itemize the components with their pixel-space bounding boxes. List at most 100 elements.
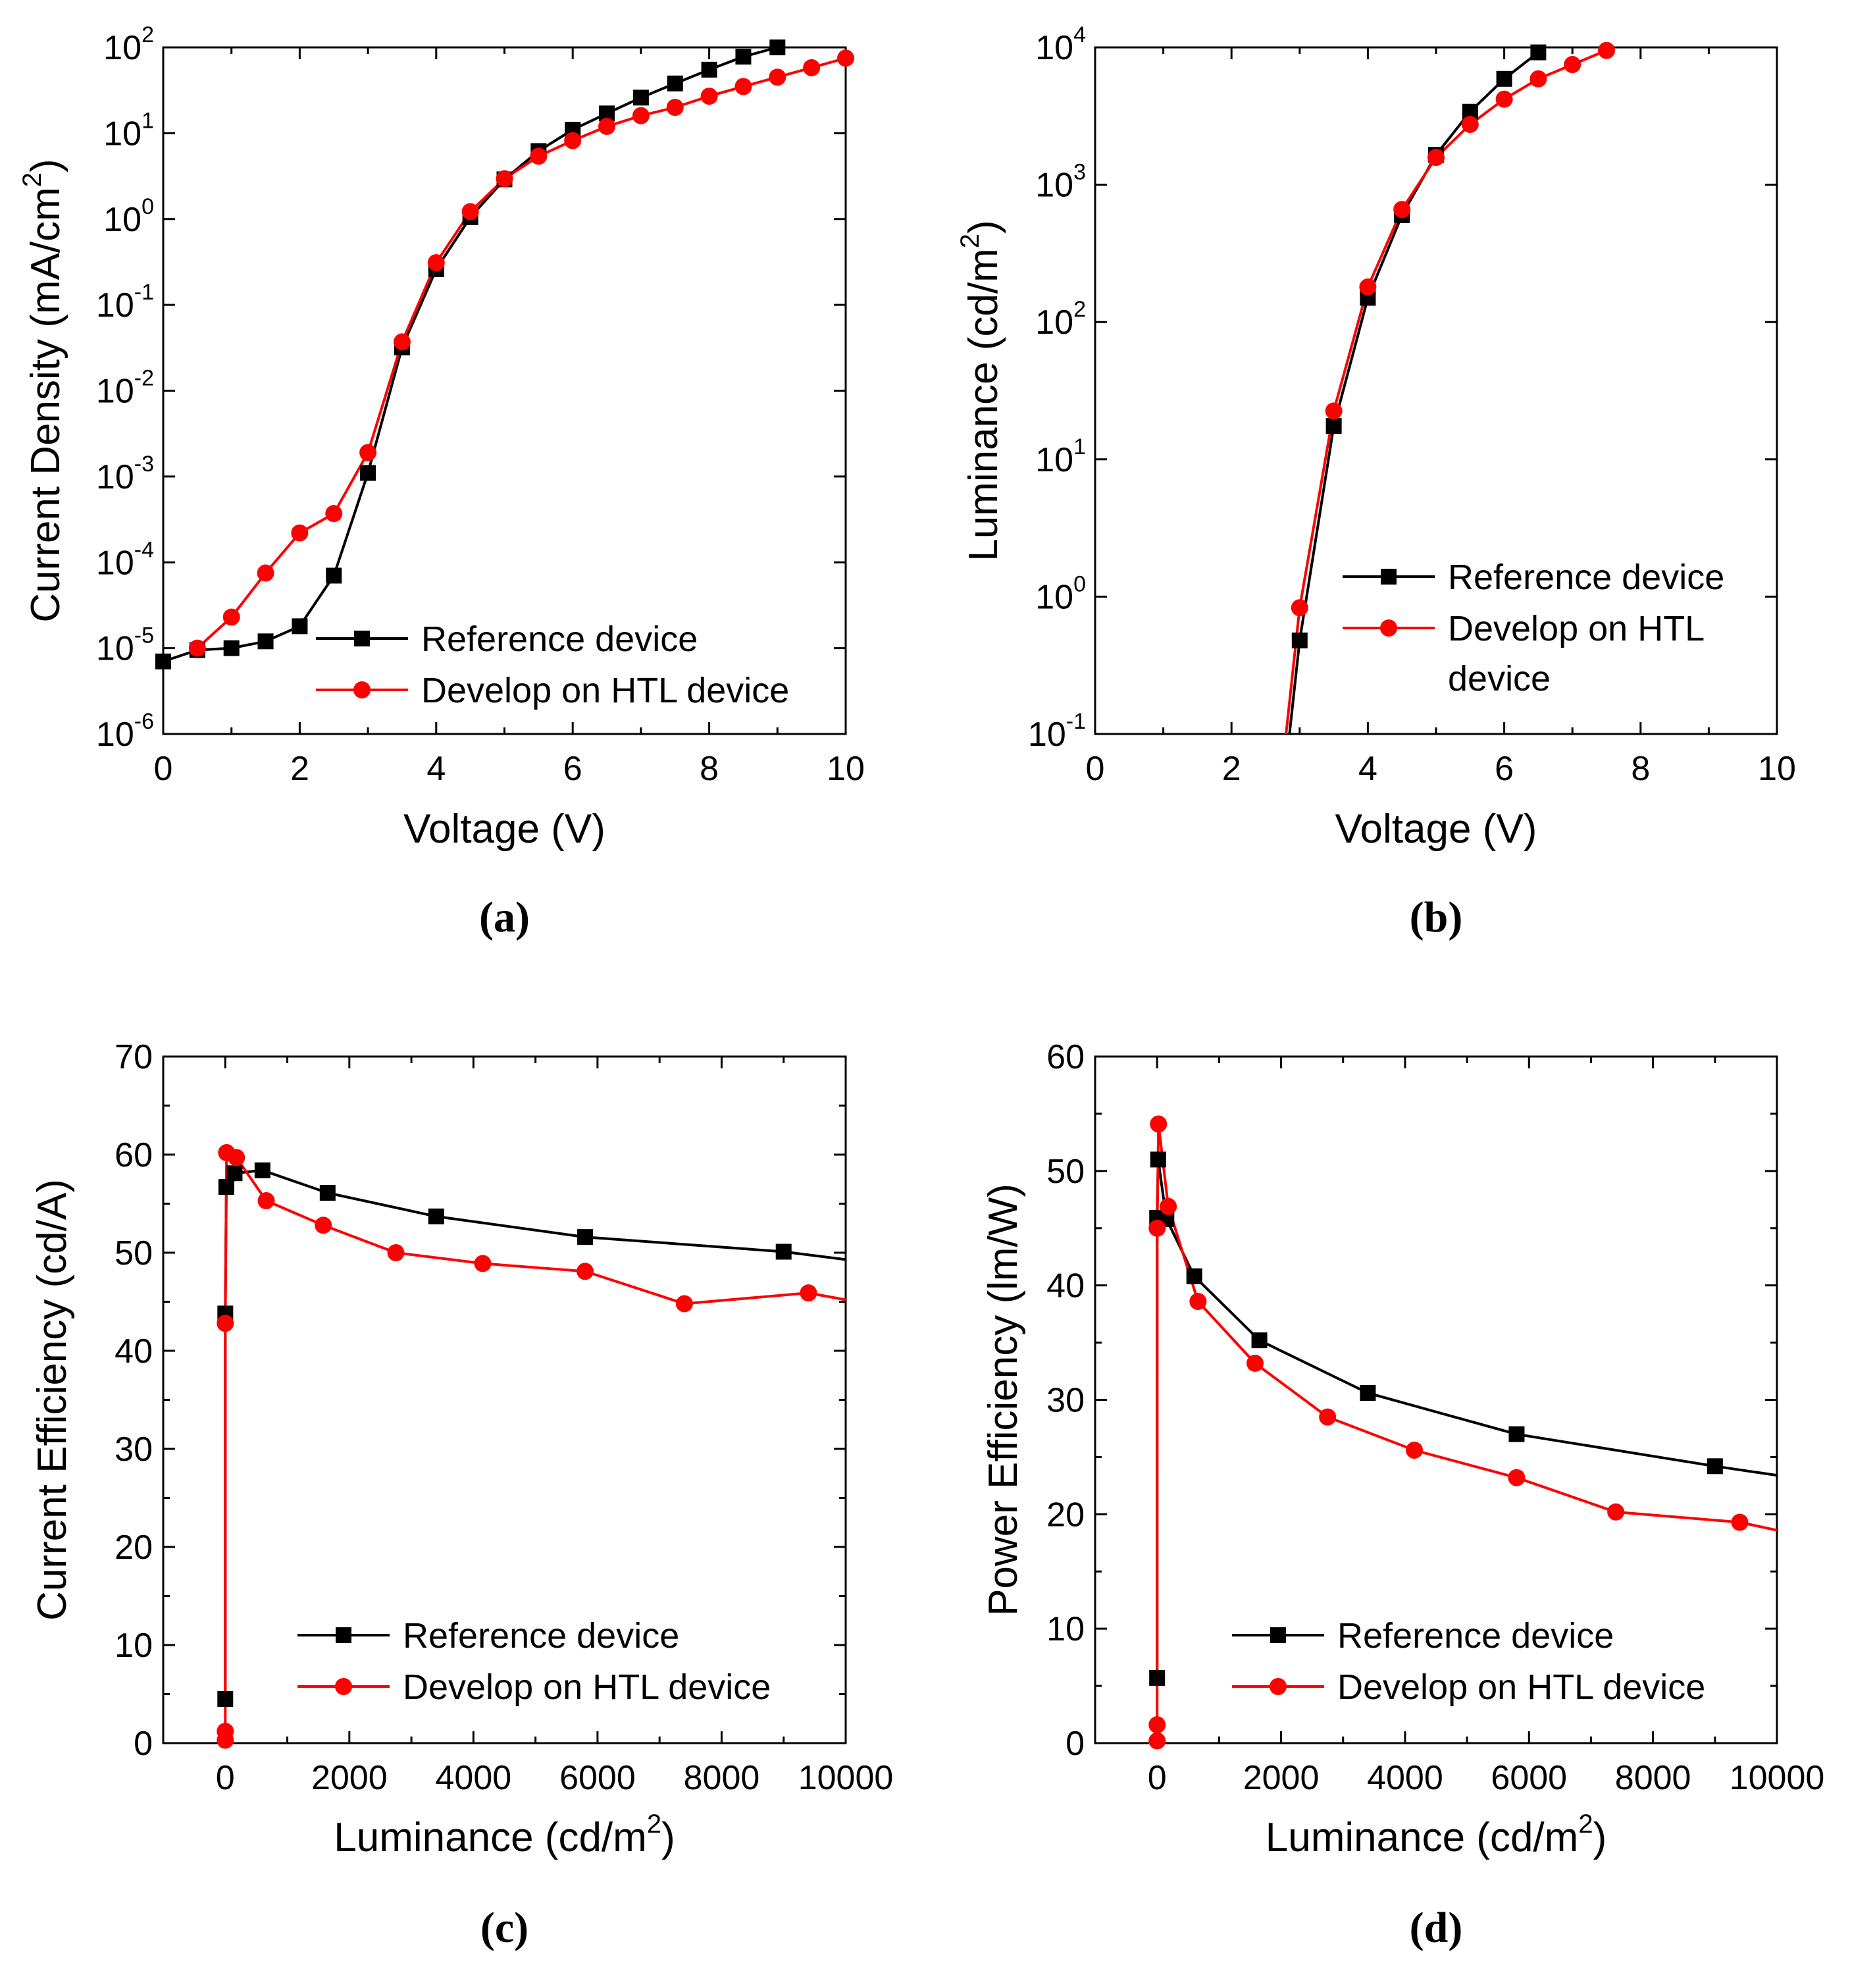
x-tick-label: 0	[1086, 750, 1105, 788]
data-point-develop	[1246, 1354, 1264, 1372]
x-tick-label: 8	[700, 750, 719, 788]
data-point-develop	[1508, 1469, 1526, 1486]
data-point-develop	[222, 608, 240, 626]
data-point-develop	[675, 1295, 693, 1313]
y-tick-label: 50	[1046, 1153, 1085, 1191]
y-tick-label: 103	[1035, 160, 1086, 205]
data-point-develop	[427, 254, 445, 272]
y-tick-label: 70	[115, 1038, 153, 1076]
legend-label: Reference device	[1448, 558, 1724, 597]
data-point-reference	[1325, 418, 1342, 434]
data-point-develop	[1291, 599, 1308, 617]
x-tick-label: 0	[1148, 1759, 1167, 1797]
data-point-develop	[474, 1255, 492, 1272]
x-axis-label: Voltage (V)	[1335, 806, 1537, 852]
x-tick-label: 4	[1358, 750, 1377, 788]
data-point-develop	[734, 78, 752, 95]
chart-panel-a: 0 2 4 6 8 10 10-6 10-5 10-4 10-3 10-2 10-1 100 101 102…	[18, 22, 865, 941]
data-point-reference	[632, 90, 649, 106]
data-point-develop	[1529, 70, 1547, 88]
data-point-reference	[319, 1185, 336, 1201]
data-point-develop	[598, 118, 616, 136]
data-point-develop	[1393, 201, 1411, 219]
legend-marker-circle	[335, 1678, 352, 1695]
data-point-develop	[1150, 1115, 1168, 1133]
chart-panel-d: 0 2000 4000 6000 8000 10000 0 10 20 30 40 50 60 Lumin…	[981, 1038, 1824, 1952]
data-point-reference	[1291, 632, 1308, 648]
data-point-develop	[1359, 278, 1377, 296]
x-tick-label: 10000	[1730, 1759, 1825, 1797]
x-tick-label: 10	[1758, 750, 1796, 788]
data-point-develop	[1148, 1219, 1166, 1237]
series-line-reference	[163, 47, 778, 663]
data-point-develop	[800, 1284, 817, 1302]
data-point-develop	[217, 1723, 234, 1740]
y-axis-label: Current Efficiency (cd/A)	[30, 1179, 75, 1621]
data-point-develop	[228, 1149, 245, 1166]
x-tick-label: 10	[827, 750, 865, 788]
y-tick-label: 40	[115, 1332, 153, 1371]
data-point-develop	[700, 88, 718, 105]
legend: Reference device Develop on HTL device	[1343, 558, 1724, 698]
data-point-reference	[577, 1229, 594, 1245]
x-tick-label: 4000	[1367, 1759, 1443, 1797]
data-point-reference	[701, 61, 717, 78]
y-tick-label: 104	[1035, 22, 1086, 67]
data-point-develop	[1461, 115, 1479, 133]
data-point-reference	[1150, 1151, 1166, 1168]
legend-label: device	[1448, 659, 1551, 698]
chart-panel-c: 0 2000 4000 6000 8000 10000 0 10 20 30 40 50 60 70 Lum…	[30, 1038, 893, 1952]
data-point-develop	[837, 49, 854, 67]
data-point-develop	[461, 203, 479, 221]
data-point-develop	[393, 333, 411, 351]
data-point-develop	[1406, 1441, 1424, 1459]
legend-marker-square	[354, 631, 370, 646]
data-point-develop	[1160, 1197, 1177, 1215]
data-point-reference	[155, 653, 171, 669]
y-tick-label: 100	[103, 194, 154, 239]
data-point-reference	[1360, 1385, 1376, 1401]
x-tick-label: 6000	[559, 1759, 636, 1797]
data-point-reference	[218, 1179, 234, 1195]
x-tick-label: 6	[1495, 750, 1514, 788]
y-tick-label: 101	[103, 108, 154, 153]
data-point-reference	[217, 1690, 234, 1707]
legend: Reference device Develop on HTL device	[1232, 1616, 1705, 1707]
data-point-reference	[1496, 70, 1512, 87]
data-point-develop	[666, 99, 684, 117]
data-point-develop	[1319, 1408, 1337, 1426]
data-point-reference	[223, 640, 240, 656]
legend-label: Reference device	[421, 619, 698, 659]
data-point-develop	[769, 68, 786, 86]
x-tick-label: 2000	[1243, 1759, 1320, 1797]
legend: Reference device Develop on HTL device	[316, 619, 789, 710]
data-point-reference	[254, 1162, 270, 1178]
legend-label: Develop on HTL device	[1337, 1667, 1705, 1707]
x-tick-label: 8000	[684, 1759, 760, 1797]
data-point-reference	[667, 75, 683, 92]
legend-label: Develop on HTL device	[421, 671, 789, 710]
y-axis-label: Current Density (mA/cm2)	[18, 159, 68, 622]
legend-marker-square	[1381, 569, 1397, 585]
x-axis-label: Luminance (cd/m2)	[334, 1810, 675, 1860]
data-point-develop	[1189, 1293, 1207, 1311]
x-axis-label: Voltage (V)	[403, 806, 605, 852]
y-tick-label: 20	[1046, 1496, 1085, 1534]
x-tick-label: 10000	[798, 1759, 894, 1797]
data-point-develop	[1607, 1503, 1625, 1521]
y-tick-label: 60	[1046, 1038, 1085, 1076]
legend-marker-square	[336, 1627, 351, 1643]
data-point-reference	[326, 567, 342, 584]
data-point-reference	[292, 618, 308, 635]
data-point-develop	[803, 59, 821, 76]
data-point-develop	[1325, 402, 1343, 420]
legend-marker-circle	[1380, 619, 1397, 637]
x-axis-label: Luminance (cd/m2)	[1266, 1810, 1606, 1860]
data-point-reference	[360, 465, 376, 481]
y-tick-label: 30	[115, 1430, 153, 1469]
data-point-reference	[1149, 1669, 1166, 1686]
data-point-develop	[1598, 41, 1615, 59]
y-tick-label: 20	[115, 1529, 153, 1567]
legend-marker-circle	[1270, 1678, 1287, 1695]
